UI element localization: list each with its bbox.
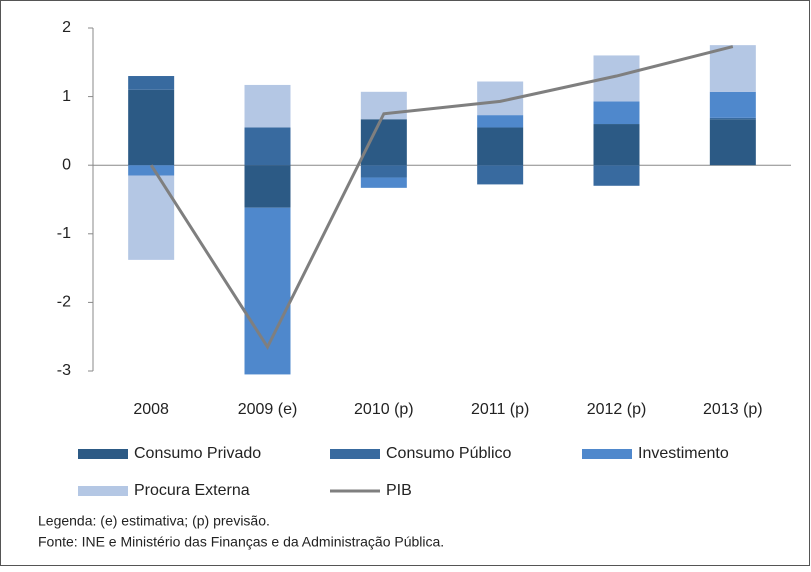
bar	[593, 165, 640, 186]
line	[149, 45, 734, 351]
legend-swatch	[330, 449, 380, 459]
bar	[360, 165, 407, 178]
bar	[244, 84, 291, 128]
y-tick-label: -3	[57, 362, 71, 379]
legend-swatch	[78, 486, 128, 496]
bar	[709, 119, 756, 166]
bar	[128, 165, 175, 176]
x-tick-label: 2013 (p)	[703, 401, 763, 418]
x-tick-label: 2009 (e)	[238, 401, 298, 418]
bar	[709, 117, 756, 120]
x-tick-label: 2012 (p)	[587, 401, 647, 418]
bar	[477, 115, 524, 128]
bar	[244, 165, 291, 208]
bar	[477, 165, 524, 185]
y-tick-label: -1	[57, 225, 71, 242]
legend-label: Investimento	[638, 445, 729, 462]
y-tick-label: -2	[57, 294, 71, 311]
bar	[709, 45, 756, 92]
y-tick-label: 2	[62, 19, 71, 36]
legend-label: PIB	[386, 482, 412, 499]
bar	[593, 124, 640, 166]
x-tick-label: 2011 (p)	[471, 401, 529, 418]
legend-swatch	[582, 449, 632, 459]
y-tick-label: 0	[62, 156, 71, 173]
bar	[593, 101, 640, 125]
note: Fonte: INE e Ministério das Finanças e d…	[38, 534, 444, 550]
bar	[244, 127, 291, 166]
bar	[128, 89, 175, 166]
bar	[360, 119, 407, 166]
x-tick-label: 2010 (p)	[354, 401, 414, 418]
y-tick-label: 1	[62, 88, 71, 105]
note: Legenda: (e) estimativa; (p) previsão.	[38, 513, 270, 529]
legend-label: Consumo Privado	[134, 445, 261, 462]
legend-swatch	[78, 449, 128, 459]
bar	[360, 177, 407, 188]
bar	[128, 76, 175, 90]
legend-label: Consumo Público	[386, 445, 512, 462]
x-tick-label: 2008	[133, 401, 169, 418]
legend-label: Procura Externa	[134, 482, 250, 499]
bar	[709, 91, 756, 118]
bar	[477, 127, 524, 166]
